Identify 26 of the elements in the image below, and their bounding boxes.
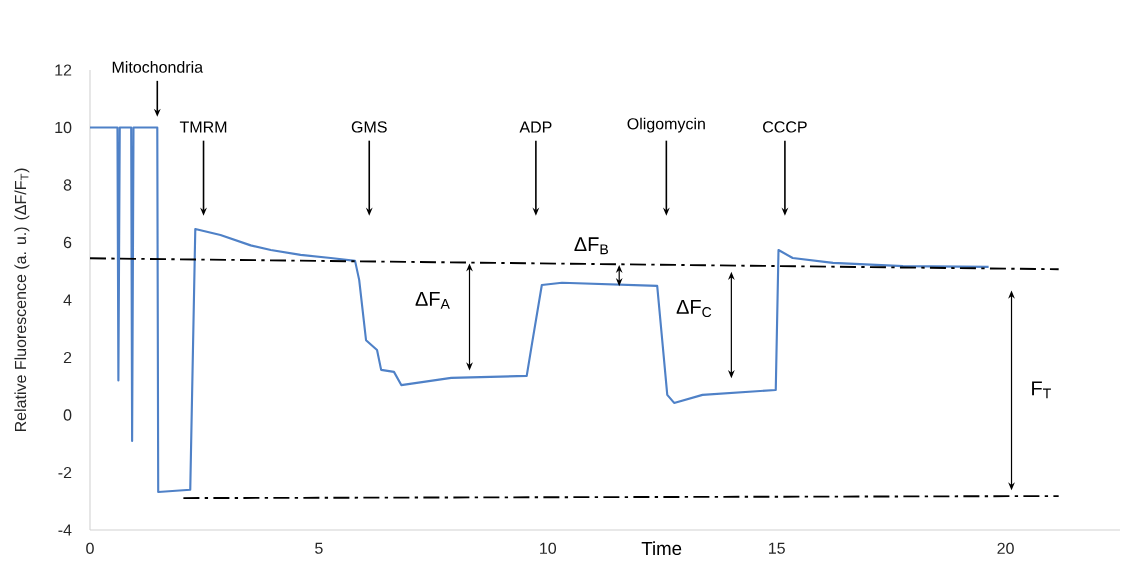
annotation: ΔF$_{B}$ — [574, 237, 608, 255]
annotation: Mitochondria — [112, 61, 204, 73]
y-tick-label: 6 — [63, 236, 72, 249]
x-tick-label: 10 — [540, 542, 557, 555]
annotation: ADP — [519, 121, 552, 133]
y-tick-label: 8 — [63, 179, 72, 191]
annotation: ΔF$_{C}$ — [676, 299, 712, 318]
annotation: GMS — [351, 121, 387, 133]
y-tick-label: 0 — [63, 409, 72, 421]
annotation: F$_{T}$ — [1032, 381, 1051, 399]
y-axis-title: Relative Fluorescence (a. u.) (ΔF/F$_{T}$) — [14, 168, 30, 432]
y-tick-label: -4 — [58, 524, 72, 536]
x-tick-label: 0 — [86, 542, 94, 555]
y-tick-label: -2 — [58, 466, 72, 479]
y-tick-label: 4 — [63, 294, 72, 306]
y-tick-label: 2 — [63, 351, 72, 364]
y-tick-label: 10 — [55, 121, 72, 134]
annotation: CCCP — [763, 121, 807, 133]
x-tick-label: 5 — [315, 542, 323, 554]
x-tick-label: 15 — [769, 542, 785, 554]
y-tick-label: 12 — [55, 64, 72, 76]
annotation: ΔF$_{A}$ — [415, 291, 450, 309]
x-tick-label: 20 — [997, 542, 1014, 555]
x-axis-title: Time — [641, 541, 682, 556]
annotation: TMRM — [179, 121, 227, 133]
annotation: Oligomycin — [627, 117, 705, 133]
